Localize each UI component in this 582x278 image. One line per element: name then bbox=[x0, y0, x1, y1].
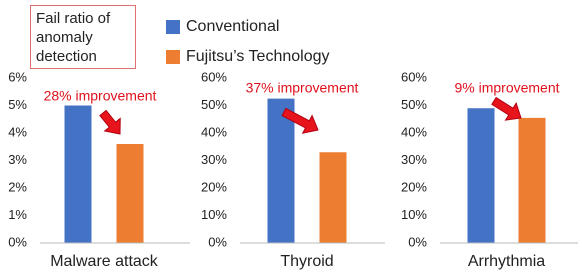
y-tick-label: 40% bbox=[401, 124, 427, 139]
y-tick-label: 0% bbox=[8, 234, 27, 249]
y-tick-label: 5% bbox=[8, 97, 27, 112]
y-tick-label: 30% bbox=[201, 152, 227, 167]
y-tick-label: 40% bbox=[201, 124, 227, 139]
bar bbox=[64, 105, 92, 243]
y-tick-label: 60% bbox=[201, 69, 227, 84]
bar bbox=[518, 117, 546, 243]
y-tick-label: 4% bbox=[8, 124, 27, 139]
y-tick-label: 30% bbox=[401, 152, 427, 167]
y-tick-label: 3% bbox=[8, 152, 27, 167]
arrow bbox=[491, 96, 522, 121]
legend-swatch bbox=[166, 20, 180, 34]
annotation: 28% improvement bbox=[44, 88, 157, 104]
y-tick-label: 50% bbox=[401, 97, 427, 112]
legend-swatch bbox=[166, 50, 180, 64]
bar bbox=[467, 108, 495, 243]
y-tick-label: 10% bbox=[401, 207, 427, 222]
y-tick-label: 0% bbox=[208, 234, 227, 249]
y-tick-label: 20% bbox=[401, 179, 427, 194]
y-tick-label: 10% bbox=[201, 207, 227, 222]
x-tick-label: Thyroid bbox=[280, 253, 333, 270]
y-tick-label: 50% bbox=[201, 97, 227, 112]
bar bbox=[116, 144, 144, 243]
annotation: 37% improvement bbox=[246, 80, 359, 96]
x-tick-label: Arrhythmia bbox=[468, 253, 545, 270]
bar bbox=[319, 152, 347, 243]
y-tick-label: 60% bbox=[401, 69, 427, 84]
arrow bbox=[99, 109, 121, 135]
arrow bbox=[281, 107, 319, 134]
bar bbox=[267, 98, 295, 243]
legend-label: Fujitsu’s Technology bbox=[186, 48, 330, 65]
y-tick-label: 2% bbox=[8, 179, 27, 194]
x-tick-label: Malware attack bbox=[50, 253, 159, 270]
annotation: 9% improvement bbox=[454, 80, 559, 96]
legend-label: Conventional bbox=[186, 18, 279, 35]
y-tick-label: 1% bbox=[8, 207, 27, 222]
y-tick-label: 20% bbox=[201, 179, 227, 194]
y-tick-label: 6% bbox=[8, 69, 27, 84]
y-tick-label: 0% bbox=[408, 234, 427, 249]
chart-title: Fail ratio of anomaly detection bbox=[30, 5, 136, 69]
